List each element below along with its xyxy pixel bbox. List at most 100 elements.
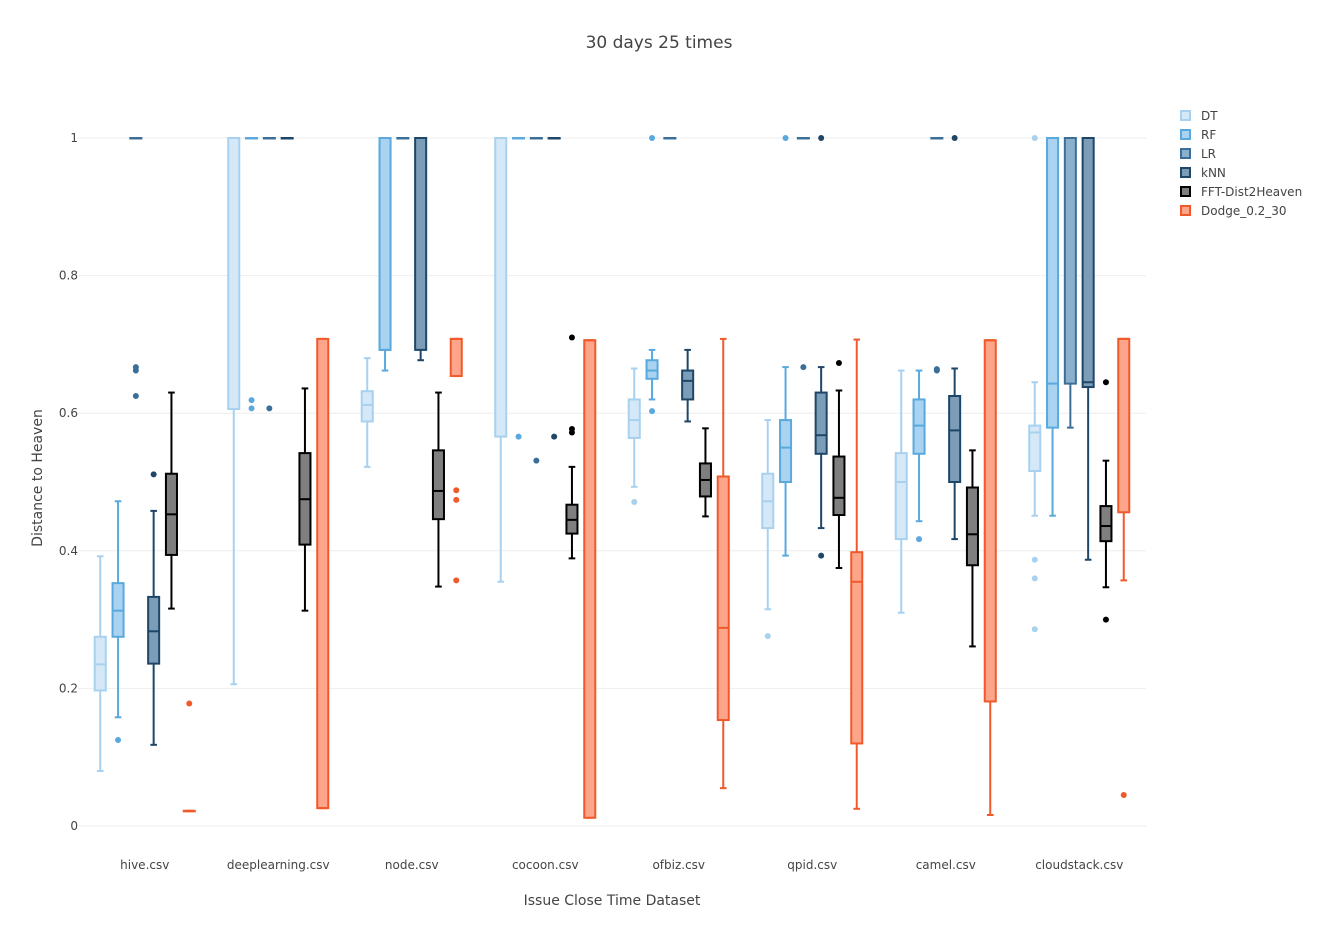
- axis-ticks: 0 0.2 0.4 0.6 0.8 1 hive.csv deeplearning.csv no…: [59, 131, 1123, 872]
- legend-swatch: [1180, 205, 1191, 216]
- box-iqr: [681, 369, 695, 401]
- box-Dodge_0.2_30-cocoon.csv[interactable]: [583, 339, 597, 819]
- outlier-point: [248, 405, 255, 412]
- outlier-point: [649, 135, 656, 141]
- box-LR-hive.csv[interactable]: [129, 137, 143, 399]
- box-FFT-Dist2Heaven-camel.csv[interactable]: [965, 449, 979, 648]
- box-iqr: [1117, 337, 1131, 514]
- box-DT-camel.csv[interactable]: [894, 369, 908, 614]
- box-iqr: [360, 390, 374, 423]
- box-Dodge_0.2_30-node.csv[interactable]: [449, 337, 463, 584]
- box-DT-deeplearning.csv[interactable]: [227, 137, 241, 686]
- legend-item-LR[interactable]: LR: [1180, 144, 1302, 163]
- outlier-point: [453, 577, 460, 584]
- outlier-point: [1031, 556, 1038, 563]
- box-Dodge_0.2_30-camel.csv[interactable]: [983, 339, 997, 816]
- x-tick-label: camel.csv: [916, 858, 976, 872]
- box-iqr: [983, 339, 997, 703]
- legend-label: RF: [1201, 127, 1217, 142]
- box-iqr: [948, 395, 962, 483]
- box-kNN-qpid.csv[interactable]: [814, 135, 828, 559]
- legend-item-Dodge_0.2_30[interactable]: Dodge_0.2_30: [1180, 201, 1302, 220]
- box-kNN-hive.csv[interactable]: [147, 471, 161, 746]
- box-DT-hive.csv[interactable]: [93, 555, 107, 772]
- outlier-point: [551, 433, 558, 440]
- outlier-point: [1031, 626, 1038, 633]
- box-iqr: [912, 398, 926, 455]
- x-tick-label: node.csv: [385, 858, 439, 872]
- box-DT-cloudstack.csv[interactable]: [1028, 135, 1042, 633]
- outlier-point: [1120, 792, 1127, 799]
- x-tick-label: ofbiz.csv: [652, 858, 705, 872]
- box-iqr: [1063, 137, 1077, 385]
- box-Dodge_0.2_30-qpid.csv[interactable]: [850, 338, 864, 810]
- y-axis-title: Distance to Heaven: [30, 409, 46, 547]
- box-DT-qpid.csv[interactable]: [761, 419, 775, 640]
- box-FFT-Dist2Heaven-qpid.csv[interactable]: [832, 359, 846, 569]
- box-kNN-cocoon.csv[interactable]: [547, 137, 561, 440]
- box-FFT-Dist2Heaven-cocoon.csv[interactable]: [565, 334, 579, 560]
- legend-swatch: [1180, 110, 1191, 121]
- box-LR-qpid.csv[interactable]: [796, 137, 810, 371]
- box-FFT-Dist2Heaven-hive.csv[interactable]: [164, 391, 178, 610]
- box-Dodge_0.2_30-hive.csv[interactable]: [182, 700, 196, 813]
- box-kNN-camel.csv[interactable]: [948, 135, 962, 541]
- x-tick-label: deeplearning.csv: [227, 858, 330, 872]
- box-traces: [93, 135, 1131, 819]
- outlier-point: [453, 487, 460, 494]
- box-LR-cloudstack.csv[interactable]: [1063, 137, 1077, 429]
- box-LR-deeplearning.csv[interactable]: [262, 137, 276, 412]
- legend-label: kNN: [1201, 165, 1226, 180]
- box-iqr: [779, 419, 793, 483]
- box-RF-deeplearning.csv[interactable]: [245, 137, 259, 412]
- box-FFT-Dist2Heaven-node.csv[interactable]: [431, 391, 445, 588]
- box-LR-cocoon.csv[interactable]: [529, 137, 543, 464]
- x-axis-title: Issue Close Time Dataset: [523, 893, 701, 909]
- legend-label: DT: [1201, 108, 1218, 123]
- box-Dodge_0.2_30-deeplearning.csv[interactable]: [316, 337, 330, 810]
- box-RF-qpid.csv[interactable]: [779, 135, 793, 557]
- legend-item-FFT-Dist2Heaven[interactable]: FFT-Dist2Heaven: [1180, 182, 1302, 201]
- legend-item-RF[interactable]: RF: [1180, 125, 1302, 144]
- outlier-point: [1102, 379, 1109, 386]
- box-RF-hive.csv[interactable]: [111, 500, 125, 743]
- box-kNN-ofbiz.csv[interactable]: [681, 348, 695, 423]
- chart-title: 30 days 25 times: [585, 33, 733, 53]
- box-RF-node.csv[interactable]: [378, 137, 392, 372]
- legend-label: Dodge_0.2_30: [1201, 203, 1287, 218]
- outlier-point: [835, 359, 842, 366]
- box-DT-node.csv[interactable]: [360, 357, 374, 468]
- box-DT-cocoon.csv[interactable]: [494, 137, 508, 583]
- box-RF-cocoon.csv[interactable]: [512, 137, 526, 440]
- box-LR-ofbiz.csv[interactable]: [663, 137, 677, 140]
- box-RF-ofbiz.csv[interactable]: [645, 135, 659, 415]
- outlier-point: [115, 737, 122, 743]
- box-iqr: [378, 137, 392, 351]
- box-FFT-Dist2Heaven-deeplearning.csv[interactable]: [298, 387, 312, 612]
- box-iqr: [814, 391, 828, 455]
- box-LR-node.csv[interactable]: [396, 137, 410, 140]
- box-FFT-Dist2Heaven-ofbiz.csv[interactable]: [698, 427, 712, 518]
- box-RF-camel.csv[interactable]: [912, 369, 926, 543]
- box-iqr: [627, 398, 641, 439]
- box-kNN-deeplearning.csv[interactable]: [280, 137, 294, 140]
- box-RF-cloudstack.csv[interactable]: [1046, 137, 1060, 517]
- box-Dodge_0.2_30-ofbiz.csv[interactable]: [716, 337, 730, 790]
- box-iqr: [716, 475, 730, 722]
- box-LR-camel.csv[interactable]: [930, 137, 944, 374]
- box-FFT-Dist2Heaven-cloudstack.csv[interactable]: [1099, 379, 1113, 623]
- box-DT-ofbiz.csv[interactable]: [627, 367, 641, 505]
- box-iqr: [1081, 137, 1095, 389]
- box-Dodge_0.2_30-cloudstack.csv[interactable]: [1117, 337, 1131, 799]
- legend-item-DT[interactable]: DT: [1180, 106, 1302, 125]
- outlier-point: [515, 433, 522, 440]
- box-kNN-cloudstack.csv[interactable]: [1081, 137, 1095, 561]
- box-iqr: [894, 452, 908, 541]
- legend-item-kNN[interactable]: kNN: [1180, 163, 1302, 182]
- box-kNN-node.csv[interactable]: [414, 137, 428, 362]
- outlier-point: [818, 552, 825, 559]
- box-iqr: [494, 137, 508, 438]
- outlier-point: [1031, 135, 1038, 141]
- outlier-point: [266, 405, 273, 412]
